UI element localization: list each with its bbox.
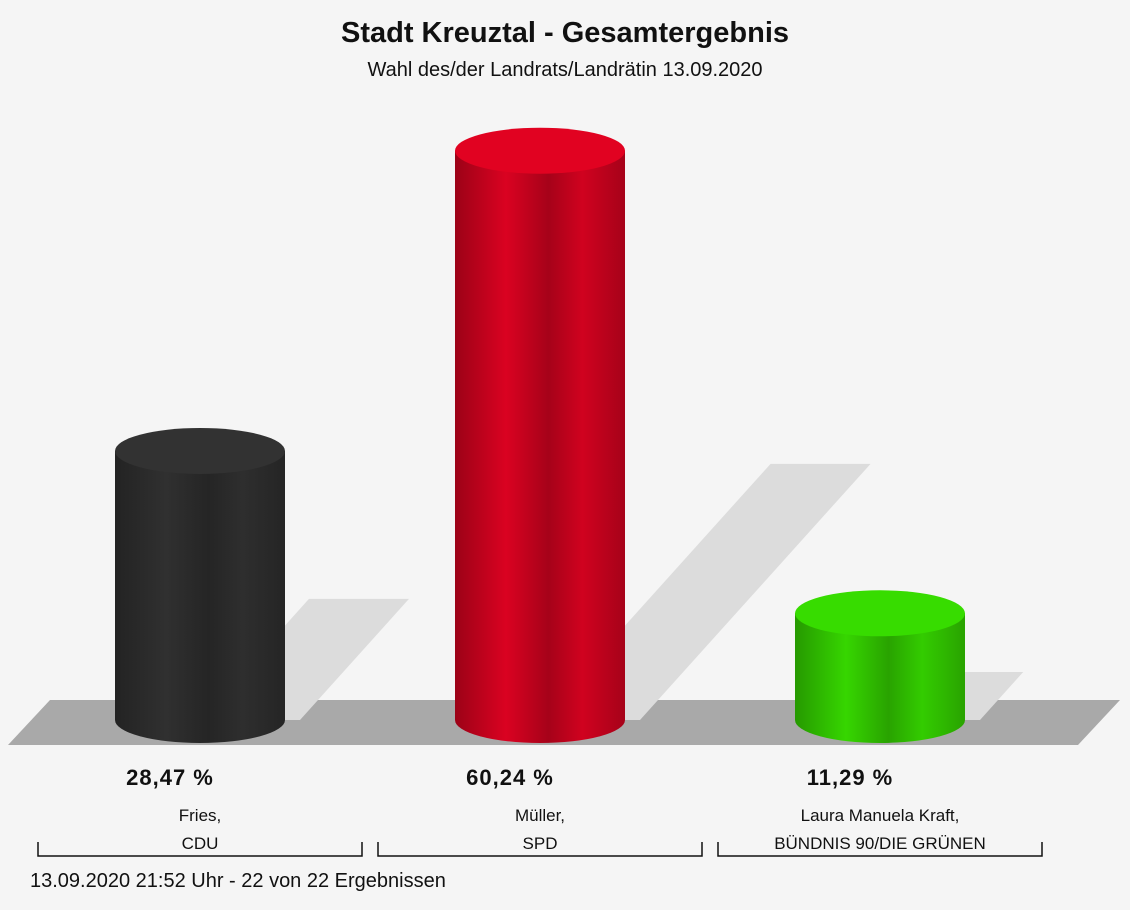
footnote: 13.09.2020 21:52 Uhr - 22 von 22 Ergebni… bbox=[30, 870, 446, 892]
bar bbox=[455, 150, 625, 743]
value-label: 28,47 % bbox=[126, 765, 214, 790]
bar-top bbox=[795, 590, 965, 637]
bar bbox=[795, 613, 965, 743]
category-bracket bbox=[717, 842, 1043, 857]
category-label: Laura Manuela Kraft, BÜNDNIS 90/DIE GRÜN… bbox=[774, 806, 986, 853]
value-label: 11,29 % bbox=[807, 765, 894, 790]
chart-subtitle: Wahl des/der Landrats/Landrätin 13.09.20… bbox=[367, 59, 762, 81]
category-bracket bbox=[37, 842, 363, 857]
category-bracket bbox=[377, 842, 703, 857]
bar-top bbox=[455, 127, 625, 174]
category-label: Fries, CDU bbox=[178, 806, 222, 853]
bar bbox=[115, 450, 285, 743]
value-label: 60,24 % bbox=[466, 765, 554, 790]
bar-top bbox=[115, 427, 285, 474]
category-label: Müller, SPD bbox=[514, 806, 566, 853]
chart-title: Stadt Kreuztal - Gesamtergebnis bbox=[341, 17, 789, 49]
